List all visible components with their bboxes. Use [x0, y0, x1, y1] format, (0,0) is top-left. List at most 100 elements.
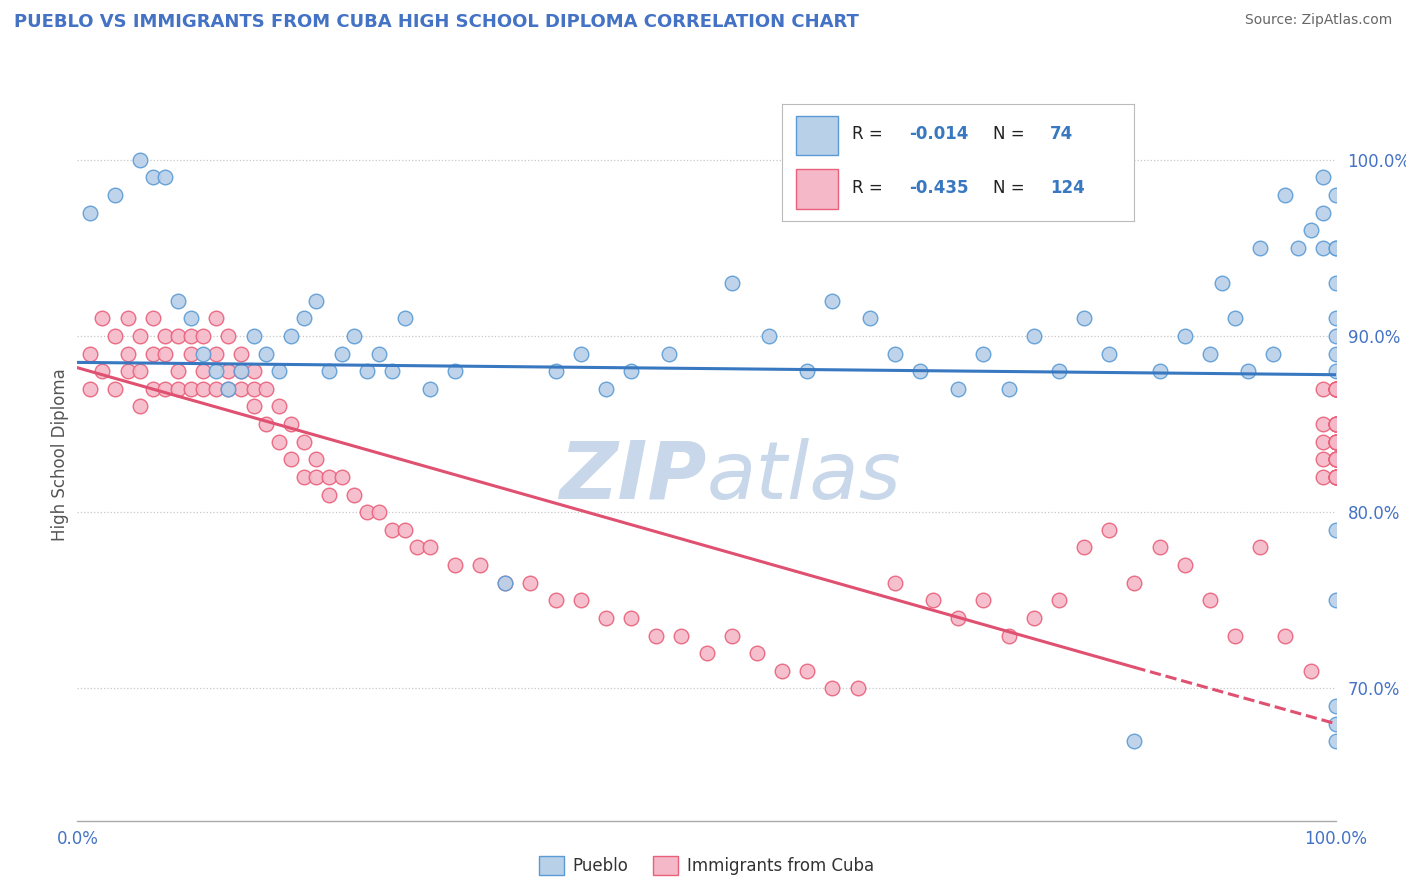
Point: [280, 417, 302, 431]
Point: [519, 575, 541, 590]
Point: [155, 329, 177, 343]
Point: [1324, 452, 1347, 467]
Point: [1324, 417, 1347, 431]
Point: [745, 646, 768, 660]
Point: [368, 505, 391, 519]
Point: [104, 188, 127, 202]
Point: [1324, 470, 1347, 484]
Point: [368, 346, 391, 360]
Point: [1324, 364, 1347, 378]
Point: [1261, 346, 1284, 360]
Point: [758, 329, 780, 343]
Point: [1198, 346, 1220, 360]
Point: [494, 575, 516, 590]
Point: [79, 346, 101, 360]
Point: [1047, 364, 1070, 378]
Point: [1324, 452, 1347, 467]
Point: [155, 170, 177, 185]
Point: [948, 382, 970, 396]
Point: [242, 400, 264, 414]
Point: [1312, 470, 1334, 484]
Point: [1286, 241, 1309, 255]
Point: [1073, 311, 1095, 326]
Point: [1324, 329, 1347, 343]
Point: [292, 434, 315, 449]
Point: [1312, 417, 1334, 431]
Point: [204, 364, 226, 378]
Point: [922, 593, 945, 607]
Point: [305, 293, 328, 308]
Point: [1174, 558, 1197, 572]
Point: [129, 329, 152, 343]
Point: [1324, 734, 1347, 748]
Point: [1324, 382, 1347, 396]
Point: [1324, 311, 1347, 326]
Point: [720, 276, 742, 290]
Point: [1324, 382, 1347, 396]
Point: [254, 417, 277, 431]
Point: [191, 382, 215, 396]
Point: [242, 382, 264, 396]
Point: [142, 346, 165, 360]
Point: [1324, 434, 1347, 449]
Point: [1324, 470, 1347, 484]
Point: [318, 470, 340, 484]
Point: [1236, 364, 1258, 378]
Point: [394, 311, 416, 326]
Point: [948, 611, 970, 625]
Point: [79, 205, 101, 219]
Point: [910, 364, 932, 378]
Point: [1324, 382, 1347, 396]
Point: [1198, 593, 1220, 607]
Point: [1324, 699, 1347, 714]
Point: [770, 664, 793, 678]
Point: [191, 364, 215, 378]
Point: [167, 382, 190, 396]
Point: [204, 311, 226, 326]
Point: [1324, 241, 1347, 255]
Point: [129, 364, 152, 378]
Point: [1324, 470, 1347, 484]
Point: [1249, 241, 1271, 255]
Point: [620, 611, 643, 625]
Point: [1299, 223, 1322, 237]
Point: [1324, 382, 1347, 396]
Point: [229, 346, 252, 360]
Point: [1223, 311, 1246, 326]
Point: [356, 505, 378, 519]
Point: [620, 364, 643, 378]
Point: [142, 311, 165, 326]
Point: [1174, 329, 1197, 343]
Point: [180, 311, 202, 326]
Legend: Pueblo, Immigrants from Cuba: Pueblo, Immigrants from Cuba: [533, 849, 880, 882]
Point: [142, 170, 165, 185]
Point: [155, 382, 177, 396]
Point: [129, 153, 152, 167]
Point: [1022, 329, 1045, 343]
Point: [318, 487, 340, 501]
Point: [1098, 346, 1121, 360]
Point: [343, 487, 366, 501]
Point: [242, 364, 264, 378]
Text: ZIP: ZIP: [560, 438, 707, 516]
Point: [229, 364, 252, 378]
Point: [645, 629, 668, 643]
Point: [997, 382, 1019, 396]
Point: [229, 364, 252, 378]
Point: [330, 470, 353, 484]
Point: [1324, 417, 1347, 431]
Point: [343, 329, 366, 343]
Point: [1312, 170, 1334, 185]
Point: [129, 400, 152, 414]
Point: [305, 470, 328, 484]
Point: [1211, 276, 1233, 290]
Point: [419, 541, 441, 555]
Point: [1149, 541, 1171, 555]
Point: [1274, 188, 1296, 202]
Point: [544, 593, 567, 607]
Point: [1312, 452, 1334, 467]
Point: [1149, 364, 1171, 378]
Point: [1123, 575, 1146, 590]
Point: [217, 382, 239, 396]
Point: [595, 382, 617, 396]
